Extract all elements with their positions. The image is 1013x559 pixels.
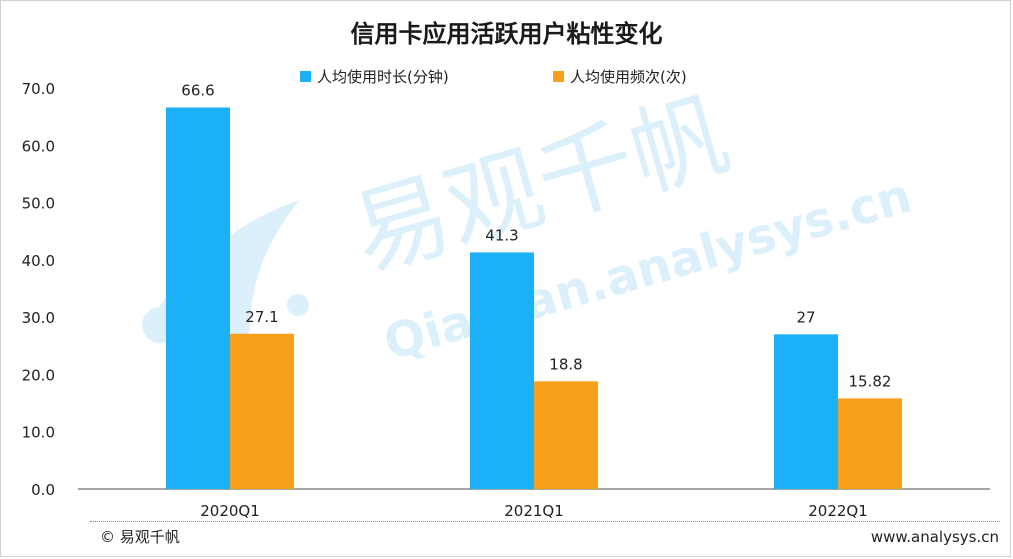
bar-series1 — [774, 334, 838, 489]
data-label: 41.3 — [485, 226, 518, 244]
chart-title: 信用卡应用活跃用户粘性变化 — [350, 20, 663, 48]
legend-swatch-series2 — [553, 71, 564, 82]
y-tick-label: 40.0 — [22, 252, 55, 270]
legend-item-series2: 人均使用频次(次) — [553, 66, 687, 87]
bar-series2 — [534, 381, 598, 489]
data-label: 18.8 — [549, 355, 582, 373]
data-label: 27 — [796, 308, 815, 326]
y-tick-label: 20.0 — [22, 366, 55, 384]
footer-divider — [90, 521, 1000, 522]
y-tick-label: 30.0 — [22, 309, 55, 327]
y-tick-label: 60.0 — [22, 137, 55, 155]
x-tick-label: 2021Q1 — [504, 502, 564, 520]
data-label: 66.6 — [181, 81, 214, 99]
y-tick-label: 0.0 — [31, 481, 55, 499]
bar-series1 — [470, 252, 534, 489]
footer-url: www.analysys.cn — [870, 528, 999, 546]
legend-label-series1: 人均使用时长(分钟) — [317, 68, 449, 86]
data-label: 27.1 — [245, 308, 278, 326]
legend: 人均使用时长(分钟) 人均使用频次(次) — [0, 66, 1013, 86]
data-label: 15.82 — [849, 372, 892, 390]
bar-series2 — [838, 398, 902, 489]
bar-series2 — [230, 333, 294, 489]
legend-item-series1: 人均使用时长(分钟) — [300, 66, 449, 87]
y-tick-label: 70.0 — [22, 80, 55, 98]
x-tick-label: 2020Q1 — [200, 502, 260, 520]
x-tick-label: 2022Q1 — [808, 502, 868, 520]
legend-swatch-series1 — [300, 71, 311, 82]
footer-source: © 易观千帆 — [100, 528, 180, 546]
legend-label-series2: 人均使用频次(次) — [570, 68, 687, 86]
y-tick-label: 10.0 — [22, 424, 55, 442]
bar-series1 — [166, 107, 230, 489]
y-tick-label: 50.0 — [22, 195, 55, 213]
